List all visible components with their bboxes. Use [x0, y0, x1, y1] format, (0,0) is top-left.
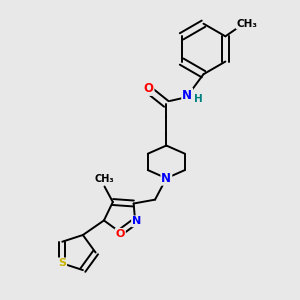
Text: S: S — [58, 258, 66, 268]
Text: CH₃: CH₃ — [95, 174, 114, 184]
Text: O: O — [143, 82, 154, 95]
Text: H: H — [194, 94, 203, 104]
Text: N: N — [132, 216, 141, 226]
Text: O: O — [116, 229, 125, 239]
Text: N: N — [161, 172, 171, 185]
Text: N: N — [182, 88, 192, 101]
Text: CH₃: CH₃ — [237, 19, 258, 28]
